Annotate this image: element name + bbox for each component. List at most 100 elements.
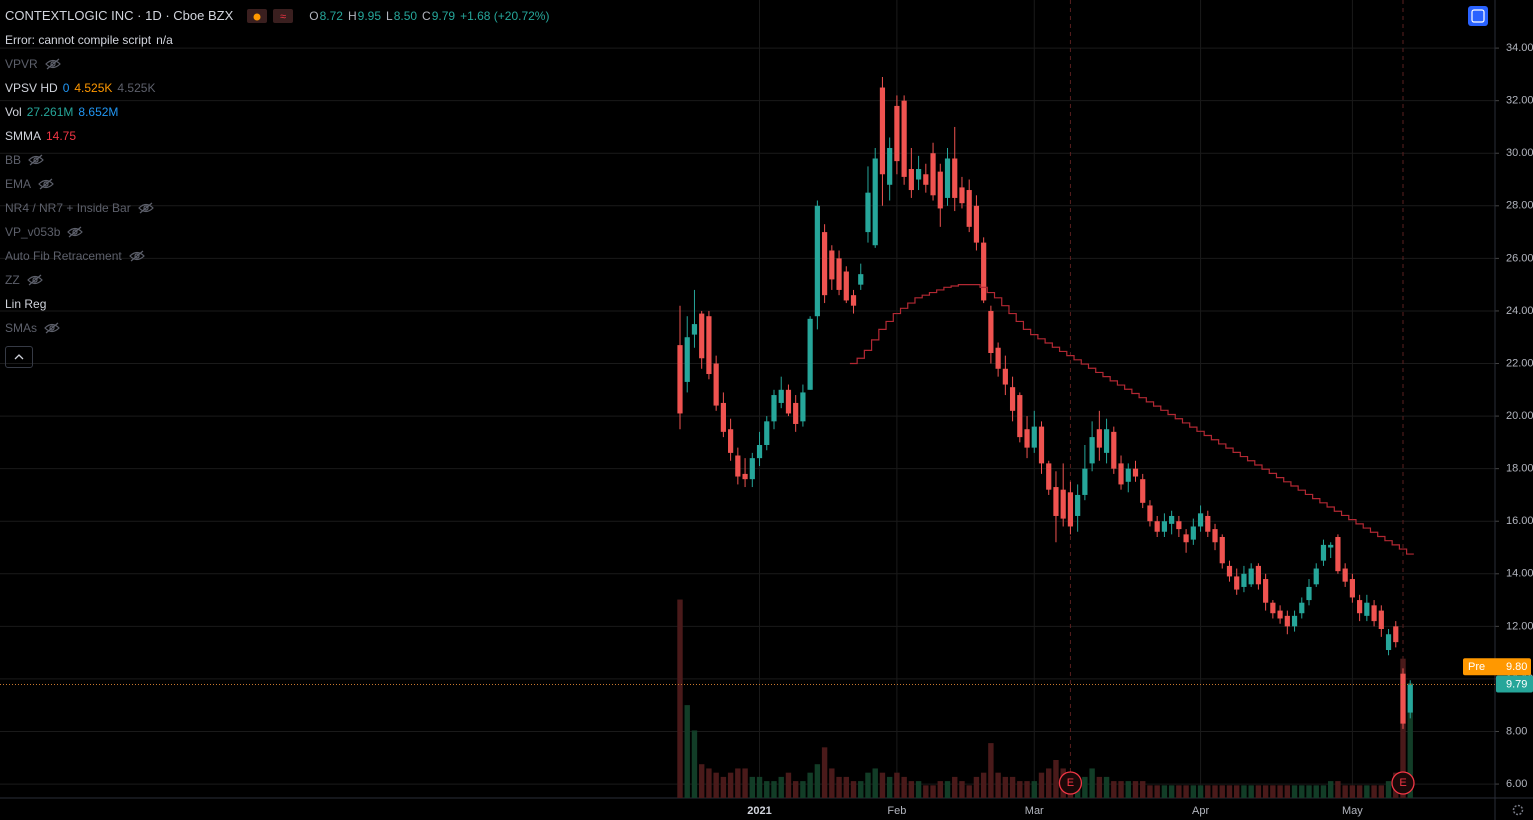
volume-bar [1270, 785, 1276, 798]
candle-body [1284, 615, 1290, 627]
hidden-eye[interactable] [138, 202, 154, 214]
hidden-eye[interactable] [129, 250, 145, 262]
candle-body [691, 324, 698, 335]
premarket-name: Pre [1468, 661, 1485, 673]
hidden-eye[interactable] [27, 274, 43, 286]
volume-bar [952, 776, 958, 798]
candle-body [785, 389, 792, 414]
volume-bar [1234, 785, 1240, 798]
candle-body [1407, 684, 1413, 713]
ohlc-key: L [386, 9, 393, 23]
y-tick-label: 20.00 [1506, 410, 1533, 422]
hidden-eye[interactable] [28, 154, 44, 166]
candle-body [981, 242, 987, 301]
candle-body [1161, 521, 1168, 532]
candle-body [706, 316, 712, 375]
legend: CONTEXTLOGIC INC · 1D · Cboe BZX ≈ O 8.72… [5, 4, 554, 368]
data-icon[interactable]: ≈ [273, 9, 294, 23]
indicator-row[interactable]: Lin Reg [5, 292, 554, 316]
volume-bar [1349, 785, 1356, 798]
premarket-box [1463, 658, 1531, 676]
volume-bar [785, 772, 792, 798]
candle-body [1313, 568, 1319, 585]
candle-body [735, 455, 741, 477]
indicator-row[interactable]: VPSV HD 0 4.525K 4.525K [5, 76, 554, 100]
volume-bar [691, 730, 698, 798]
indicator-name: Vol [5, 105, 22, 119]
volume-bar [894, 772, 900, 798]
volume-bar [720, 776, 727, 798]
candle-body [1046, 463, 1052, 490]
volume-bar [1009, 776, 1016, 798]
indicator-row[interactable]: Vol 27.261M 8.652M [5, 100, 554, 124]
candle-body [1154, 521, 1160, 532]
indicator-row[interactable]: Auto Fib Retracement [5, 244, 554, 268]
y-tick-label: 6.00 [1506, 778, 1527, 790]
candle-body [1255, 565, 1261, 585]
candle-body [1169, 515, 1175, 524]
candle-body [959, 187, 965, 204]
candle-body [1393, 626, 1399, 643]
candle-body [1183, 534, 1189, 543]
indicator-row[interactable]: SMMA 14.75 [5, 124, 554, 148]
y-tick-label: 32.00 [1506, 95, 1533, 107]
candle-body [742, 473, 748, 480]
volume-bar [735, 768, 741, 798]
candle-body [908, 169, 914, 191]
candle-body [887, 147, 893, 185]
indicator-row[interactable]: VP_v053b [5, 220, 554, 244]
candle-body [1096, 429, 1102, 448]
candle-body [1299, 602, 1305, 614]
error-text: Error: cannot compile script [5, 33, 152, 47]
x-tick-label: 2021 [747, 805, 771, 817]
y-tick-label: 14.00 [1506, 568, 1533, 580]
hidden-eye[interactable] [45, 58, 61, 70]
event-label: E [1067, 777, 1074, 789]
layout-button[interactable] [1468, 6, 1488, 26]
indicator-row[interactable]: NR4 / NR7 + Inside Bar [5, 196, 554, 220]
symbol-title[interactable]: CONTEXTLOGIC INC · 1D · Cboe BZX [5, 8, 234, 23]
indicator-row[interactable]: BB [5, 148, 554, 172]
last-price-label: 9.79 [1506, 678, 1527, 690]
volume-bar [1002, 776, 1009, 798]
candle-body [937, 171, 943, 209]
candle-body [720, 402, 726, 432]
volume-bar [980, 772, 987, 798]
y-tick-label: 22.00 [1506, 357, 1533, 369]
indicator-row[interactable]: ZZ [5, 268, 554, 292]
indicator-name: SMAs [5, 321, 38, 335]
hidden-eye[interactable] [44, 322, 60, 334]
y-tick-label: 8.00 [1506, 725, 1527, 737]
volume-bar [937, 781, 943, 798]
volume-bar [1046, 768, 1052, 798]
candle-body [1263, 579, 1269, 603]
y-tick-label: 24.00 [1506, 305, 1533, 317]
hidden-eye[interactable] [38, 178, 54, 190]
volume-bar [995, 772, 1001, 798]
candle-body [1132, 468, 1139, 477]
volume-bar [872, 768, 878, 798]
candle-body [1270, 602, 1276, 614]
candle-body [1205, 515, 1211, 532]
collapse-button[interactable] [5, 346, 33, 368]
volume-bar [1219, 785, 1225, 798]
volume-bar [944, 781, 951, 798]
indicator-row[interactable]: EMA [5, 172, 554, 196]
indicator-row[interactable]: VPVR [5, 52, 554, 76]
volume-bar [764, 781, 770, 798]
volume-bar [1111, 781, 1117, 798]
candle-body [684, 337, 690, 382]
session-icon[interactable] [247, 9, 268, 23]
y-tick-label: 28.00 [1506, 200, 1533, 212]
candle-body [1349, 579, 1355, 598]
candle-body [1140, 479, 1146, 503]
candle-body [1024, 429, 1030, 448]
volume-bar [1024, 781, 1030, 798]
indicator-row[interactable]: SMAs [5, 316, 554, 340]
hidden-eye[interactable] [67, 226, 83, 238]
indicator-name: VPSV HD [5, 81, 58, 95]
volume-bar [1342, 785, 1348, 798]
settings-icon[interactable] [1512, 804, 1524, 816]
volume-bar [879, 772, 886, 798]
